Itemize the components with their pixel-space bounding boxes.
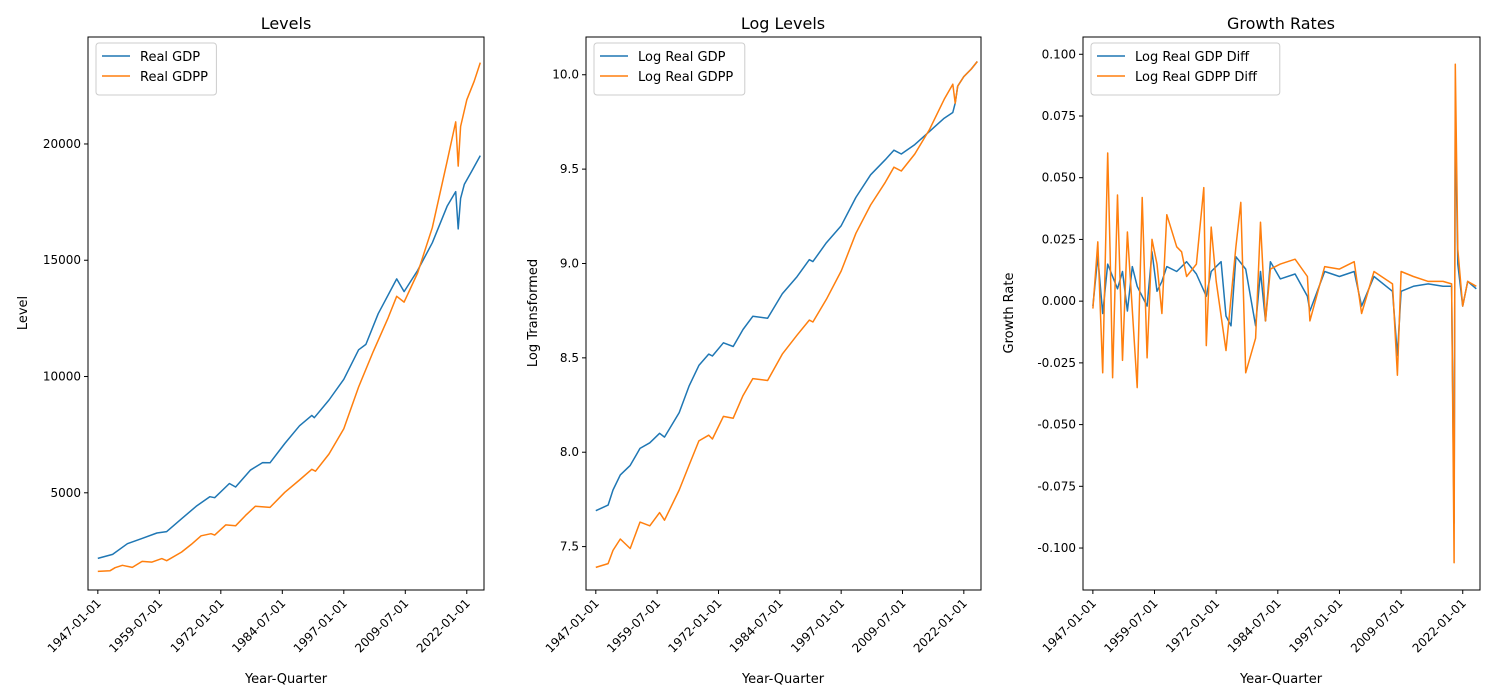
legend: Log Real GDP Diff Log Real GDPP Diff bbox=[1090, 42, 1281, 96]
y-tick-label: -0.100 bbox=[1037, 541, 1076, 555]
series-line bbox=[595, 61, 978, 512]
panel-log-levels: Log Levels Year-Quarter Log Transformed … bbox=[526, 14, 982, 687]
panel-growth-rates: Growth Rates Year-Quarter Growth Rate 19… bbox=[1002, 14, 1481, 687]
x-tick-label: 1947-01-01 bbox=[543, 596, 602, 655]
series-line bbox=[1092, 63, 1477, 564]
legend-label: Log Real GDP Diff bbox=[1135, 50, 1250, 65]
y-tick-label: 20000 bbox=[43, 137, 81, 151]
series-line bbox=[97, 155, 481, 560]
chart-title: Log Levels bbox=[741, 14, 825, 33]
series-line bbox=[97, 62, 482, 573]
chart-title: Levels bbox=[261, 14, 312, 33]
x-tick-label: 1959-07-01 bbox=[604, 596, 663, 655]
plot-area bbox=[1082, 36, 1481, 591]
legend-box bbox=[593, 42, 746, 96]
y-tick-label: 9.5 bbox=[560, 162, 579, 176]
y-axis-label: Log Transformed bbox=[526, 259, 541, 367]
x-tick-label: 1984-07-01 bbox=[229, 596, 288, 655]
panel-levels: Levels Year-Quarter Level 1947-01-01 1959… bbox=[16, 14, 485, 687]
x-tick-label: 1947-01-01 bbox=[1040, 596, 1099, 655]
x-tick-label: 1997-01-01 bbox=[1286, 596, 1345, 655]
legend-label: Real GDP bbox=[140, 50, 200, 65]
x-tick-label: 1984-07-01 bbox=[727, 596, 786, 655]
y-axis-label: Growth Rate bbox=[1002, 273, 1017, 354]
legend: Real GDP Real GDPP bbox=[95, 42, 217, 96]
x-axis-label: Year-Quarter bbox=[741, 672, 825, 687]
y-tick-label: 9.0 bbox=[560, 256, 579, 270]
x-tick-label: 1972-01-01 bbox=[665, 596, 724, 655]
legend: Log Real GDP Log Real GDPP bbox=[593, 42, 746, 96]
plot-area bbox=[585, 36, 982, 591]
x-tick-label: 2009-07-01 bbox=[352, 596, 411, 655]
y-tick-label: 0.050 bbox=[1042, 171, 1076, 185]
x-tick-label: 1947-01-01 bbox=[45, 596, 104, 655]
y-tick-label: -0.025 bbox=[1037, 356, 1076, 370]
x-axis-label: Year-Quarter bbox=[244, 672, 328, 687]
x-tick-label: 2022-01-01 bbox=[911, 596, 970, 655]
x-tick-label: 1959-07-01 bbox=[106, 596, 165, 655]
y-tick-label: 10.0 bbox=[552, 68, 579, 82]
y-tick-label: 8.0 bbox=[560, 445, 579, 459]
x-tick-label: 2022-01-01 bbox=[1410, 596, 1469, 655]
y-tick-label: 0.000 bbox=[1042, 294, 1076, 308]
y-tick-label: 7.5 bbox=[560, 540, 579, 554]
legend-box bbox=[1090, 42, 1281, 96]
legend-label: Log Real GDP bbox=[638, 50, 726, 65]
y-tick-label: 0.025 bbox=[1042, 232, 1076, 246]
x-axis-label: Year-Quarter bbox=[1239, 672, 1323, 687]
legend-label: Log Real GDPP Diff bbox=[1135, 70, 1258, 85]
y-axis-label: Level bbox=[16, 296, 31, 330]
legend-label: Real GDPP bbox=[140, 70, 208, 85]
x-tick-label: 1984-07-01 bbox=[1225, 596, 1284, 655]
x-tick-label: 1972-01-01 bbox=[1163, 596, 1222, 655]
series-line bbox=[595, 61, 978, 569]
y-tick-label: 5000 bbox=[50, 486, 81, 500]
x-tick-label: 2009-07-01 bbox=[1348, 596, 1407, 655]
y-tick-label: 0.100 bbox=[1042, 47, 1076, 61]
x-tick-label: 2022-01-01 bbox=[414, 596, 473, 655]
x-tick-label: 1972-01-01 bbox=[168, 596, 227, 655]
y-tick-label: -0.050 bbox=[1037, 418, 1076, 432]
y-tick-label: 15000 bbox=[43, 253, 81, 267]
x-tick-label: 1997-01-01 bbox=[291, 596, 350, 655]
y-tick-label: 10000 bbox=[43, 370, 81, 384]
chart-title: Growth Rates bbox=[1227, 14, 1335, 33]
x-tick-label: 2009-07-01 bbox=[849, 596, 908, 655]
y-tick-label: 8.5 bbox=[560, 351, 579, 365]
x-tick-label: 1997-01-01 bbox=[788, 596, 847, 655]
y-tick-label: 0.075 bbox=[1042, 109, 1076, 123]
plot-area bbox=[87, 36, 485, 591]
x-tick-label: 1959-07-01 bbox=[1101, 596, 1160, 655]
legend-label: Log Real GDPP bbox=[638, 70, 733, 85]
y-tick-label: -0.075 bbox=[1037, 479, 1076, 493]
